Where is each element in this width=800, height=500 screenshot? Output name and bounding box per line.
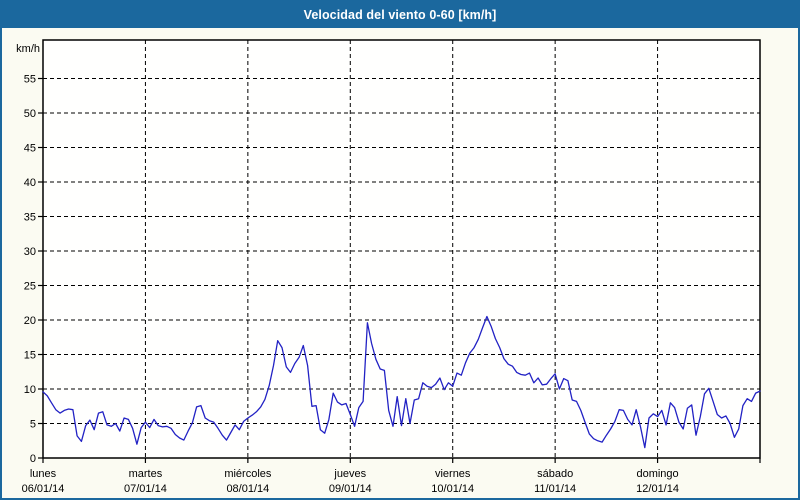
- y-tick-label-20: 20: [24, 315, 36, 327]
- x-date-label-5: 11/01/14: [534, 483, 576, 495]
- x-day-label-1: martes: [129, 468, 163, 480]
- y-tick-label-30: 30: [24, 246, 36, 258]
- y-tick-label-25: 25: [24, 281, 36, 293]
- chart-title: Velocidad del viento 0-60 [km/h]: [303, 8, 497, 22]
- x-date-label-1: 07/01/14: [124, 483, 167, 495]
- y-tick-label-50: 50: [24, 108, 36, 120]
- y-tick-label-35: 35: [24, 212, 36, 224]
- y-tick-label-55: 55: [24, 74, 36, 86]
- x-date-label-4: 10/01/14: [431, 483, 474, 495]
- y-tick-label-40: 40: [24, 177, 36, 189]
- x-day-label-2: miércoles: [224, 468, 272, 480]
- x-day-label-3: jueves: [333, 468, 366, 480]
- x-day-label-6: domingo: [636, 468, 678, 480]
- y-tick-label-0: 0: [30, 453, 36, 465]
- x-day-label-0: lunes: [30, 468, 57, 480]
- plot-area: [42, 39, 761, 459]
- wind-speed-chart: km/h 0 5 10 15 20 25 30 35 40 45 50 55 lunes 06/01/14…: [16, 39, 761, 495]
- x-day-label-5: sábado: [537, 468, 573, 480]
- x-day-label-4: viernes: [435, 468, 471, 480]
- y-axis-unit-label: km/h: [16, 43, 40, 55]
- x-date-label-2: 08/01/14: [226, 483, 269, 495]
- x-date-label-6: 12/01/14: [636, 483, 679, 495]
- wind-speed-line: [42, 315, 761, 449]
- x-date-label-3: 09/01/14: [329, 483, 372, 495]
- y-tick-label-5: 5: [30, 419, 36, 431]
- y-tick-label-15: 15: [24, 350, 36, 362]
- y-tick-label-45: 45: [24, 143, 36, 155]
- x-date-label-0: 06/01/14: [22, 483, 65, 495]
- y-tick-label-10: 10: [24, 384, 36, 396]
- chart-title-bar: Velocidad del viento 0-60 [km/h]: [2, 2, 798, 28]
